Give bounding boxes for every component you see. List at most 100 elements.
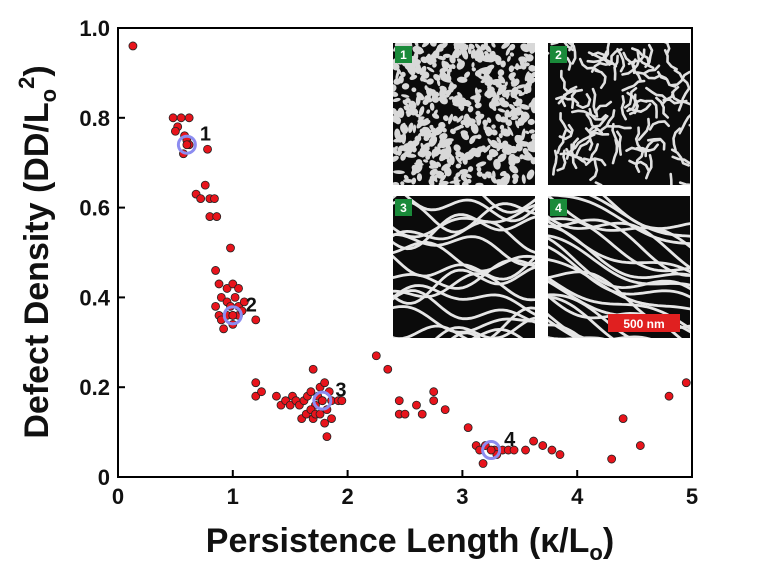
data-point: [429, 387, 439, 397]
data-point: [607, 454, 617, 464]
data-point: [285, 400, 295, 410]
data-point: [211, 301, 220, 311]
data-point: [322, 432, 332, 441]
data-point: [440, 405, 450, 415]
inset-badge: [550, 199, 567, 216]
y-tick-label: 1.0: [79, 16, 110, 41]
micrograph-inset-3: 3: [393, 196, 535, 338]
data-point: [337, 396, 347, 406]
data-point: [226, 243, 235, 253]
x-tick-label: 1: [227, 484, 239, 509]
data-point: [176, 113, 186, 123]
plot-frame: [117, 27, 693, 478]
data-point: [212, 212, 222, 221]
data-point: [230, 292, 240, 302]
data-point: [320, 378, 330, 388]
data-point: [308, 364, 318, 374]
scale-bar: [608, 314, 680, 332]
data-point: [529, 436, 538, 446]
y-tick-label: 0.6: [79, 196, 110, 221]
data-point: [211, 266, 220, 275]
data-point: [538, 441, 548, 450]
micrograph-inset-2: 2: [548, 43, 690, 185]
data-point: [327, 414, 336, 424]
y-tick-label: 0.8: [79, 106, 110, 131]
data-point: [239, 297, 249, 307]
highlighted-point: [317, 396, 327, 406]
data-points: [128, 41, 691, 468]
data-point: [306, 387, 316, 397]
inset-badge-label: 1: [400, 48, 407, 62]
highlight-callout-3: 3: [335, 380, 346, 402]
highlighted-samples: 1 2 3 4: [176, 124, 516, 461]
data-point: [234, 284, 243, 293]
data-point: [272, 391, 281, 401]
inset-badge: [550, 46, 567, 63]
highlight-ring: [176, 134, 197, 155]
data-point: [251, 391, 261, 401]
highlight-callout-4: 4: [504, 429, 516, 451]
data-point: [251, 378, 261, 388]
data-point: [371, 351, 381, 361]
micrograph-insets: 1 2 3 4 500 nm: [393, 43, 690, 338]
data-point: [555, 450, 565, 459]
data-point: [394, 396, 404, 406]
x-axis-title: Persistence Length (κ/Lo): [206, 522, 614, 564]
highlight-ring: [312, 390, 333, 411]
data-point: [168, 113, 178, 123]
micrograph-inset-4: 4 500 nm: [548, 196, 690, 338]
data-point: [128, 41, 138, 51]
data-point: [320, 418, 330, 428]
data-point: [196, 194, 206, 204]
x-tick-label: 3: [456, 484, 468, 509]
inset-background: [548, 43, 690, 185]
data-point: [228, 279, 238, 289]
data-point: [635, 441, 645, 450]
highlight-callout-2: 2: [246, 294, 257, 316]
data-point: [412, 400, 421, 410]
data-point: [509, 445, 519, 455]
y-tick-label: 0: [98, 465, 110, 490]
y-tick-label: 0.4: [79, 285, 110, 310]
data-point: [251, 315, 261, 325]
data-point: [400, 409, 410, 419]
data-point: [618, 414, 628, 424]
x-tick-label: 4: [571, 484, 584, 509]
scale-bar-label: 500 nm: [623, 317, 664, 331]
data-point: [315, 409, 325, 419]
data-point: [417, 409, 427, 419]
data-point: [219, 324, 229, 334]
highlight-ring: [222, 305, 243, 326]
data-point: [222, 284, 232, 293]
highlighted-point: [228, 310, 238, 320]
y-tick-label: 0.2: [79, 375, 110, 400]
inset-badge-label: 2: [555, 48, 562, 62]
data-point: [170, 126, 180, 136]
data-point: [383, 364, 393, 374]
data-point: [521, 445, 530, 455]
highlighted-point: [486, 445, 496, 455]
inset-badge-label: 3: [400, 201, 407, 215]
x-tick-label: 2: [341, 484, 353, 509]
highlight-callout-1: 1: [200, 124, 211, 146]
inset-badge: [395, 199, 412, 216]
data-point: [257, 387, 266, 397]
data-point: [547, 445, 557, 455]
data-point: [200, 180, 210, 190]
data-point: [214, 279, 224, 289]
data-point: [203, 144, 212, 154]
data-point: [664, 391, 674, 401]
data-point: [478, 459, 488, 468]
x-tick-label: 0: [112, 484, 124, 509]
data-point: [681, 378, 691, 388]
inset-badge: [395, 46, 412, 63]
data-point: [216, 292, 226, 302]
data-point: [429, 396, 439, 406]
y-axis-title: Defect Density (DD/Lo2): [14, 65, 61, 438]
data-point: [463, 423, 473, 433]
axis-ticks: 0 1 2 3 4 5 0 0.2 0.4 0.6 0.8 1.0: [79, 16, 698, 509]
inset-badge-label: 4: [555, 201, 562, 215]
micrograph-inset-1: 1: [393, 43, 535, 185]
